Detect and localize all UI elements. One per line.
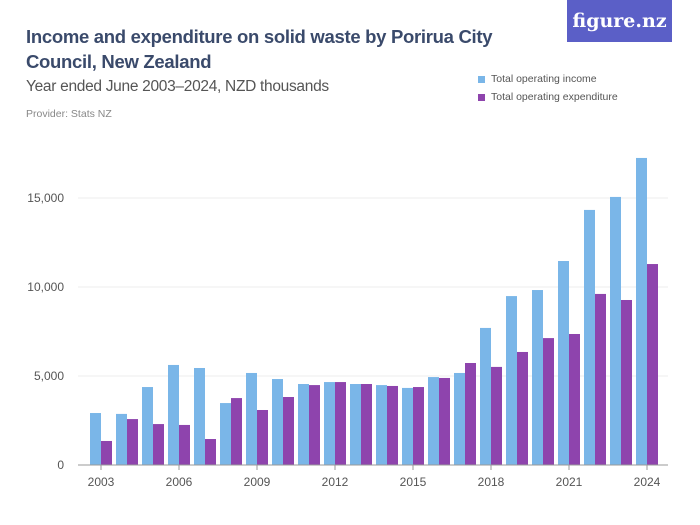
income-bar bbox=[142, 387, 153, 465]
expenditure-bar bbox=[595, 293, 606, 465]
legend-swatch-income bbox=[478, 75, 485, 83]
income-bar bbox=[428, 377, 439, 465]
expenditure-bar bbox=[335, 382, 346, 465]
income-bar bbox=[506, 296, 517, 465]
income-bar bbox=[402, 387, 413, 465]
y-tick-label: 5,000 bbox=[34, 369, 64, 383]
expenditure-bar bbox=[413, 387, 424, 465]
x-tick-label: 2006 bbox=[166, 475, 193, 489]
expenditure-bar bbox=[517, 351, 528, 465]
expenditure-bar bbox=[465, 363, 476, 465]
income-bar bbox=[220, 403, 231, 465]
income-bar bbox=[298, 384, 309, 465]
income-bar bbox=[584, 209, 595, 465]
income-bar bbox=[324, 382, 335, 465]
legend-label-expenditure: Total operating expenditure bbox=[491, 91, 618, 103]
expenditure-bar bbox=[569, 333, 580, 465]
income-bar bbox=[636, 157, 647, 465]
expenditure-bar bbox=[647, 264, 658, 465]
chart-subtitle: Year ended June 2003–2024, NZD thousands bbox=[26, 78, 329, 95]
legend-item-expenditure: Total operating expenditure bbox=[478, 91, 618, 103]
expenditure-bar bbox=[231, 398, 242, 465]
x-tick-label: 2012 bbox=[322, 475, 349, 489]
figure-nz-logo[interactable]: figure.nz bbox=[567, 0, 672, 42]
expenditure-bar bbox=[257, 409, 268, 465]
expenditure-bar bbox=[361, 384, 372, 465]
income-bar bbox=[532, 290, 543, 465]
legend-swatch-expenditure bbox=[478, 93, 485, 101]
x-tick-label: 2021 bbox=[556, 475, 583, 489]
income-bar bbox=[168, 364, 179, 465]
x-tick-label: 2024 bbox=[634, 475, 661, 489]
expenditure-bar bbox=[205, 439, 216, 465]
chart-title: Income and expenditure on solid waste by… bbox=[26, 26, 493, 72]
x-tick-label: 2009 bbox=[244, 475, 271, 489]
y-tick-label: 0 bbox=[57, 458, 64, 472]
x-tick-label: 2015 bbox=[400, 475, 427, 489]
expenditure-bar bbox=[621, 299, 632, 465]
x-tick-label: 2018 bbox=[478, 475, 505, 489]
income-bar bbox=[350, 384, 361, 465]
expenditure-bar bbox=[543, 338, 554, 465]
legend-item-income: Total operating income bbox=[478, 73, 618, 85]
y-tick-label: 15,000 bbox=[27, 191, 64, 205]
income-bar bbox=[272, 379, 283, 465]
income-bar bbox=[558, 261, 569, 465]
x-tick-label: 2003 bbox=[88, 475, 115, 489]
expenditure-bar bbox=[179, 424, 190, 465]
legend: Total operating income Total operating e… bbox=[478, 73, 618, 109]
expenditure-bar bbox=[387, 385, 398, 465]
income-bar bbox=[116, 413, 127, 465]
expenditure-bar bbox=[101, 440, 112, 465]
expenditure-bar bbox=[439, 377, 450, 465]
provider-label: Provider: Stats NZ bbox=[26, 108, 112, 120]
income-bar bbox=[194, 367, 205, 465]
income-bar bbox=[480, 327, 491, 465]
income-bar bbox=[376, 385, 387, 465]
y-tick-label: 10,000 bbox=[27, 280, 64, 294]
income-bar bbox=[90, 413, 101, 465]
income-bar bbox=[610, 196, 621, 465]
income-bar bbox=[246, 372, 257, 465]
expenditure-bar bbox=[153, 424, 164, 465]
expenditure-bar bbox=[127, 419, 138, 465]
legend-label-income: Total operating income bbox=[491, 73, 597, 85]
expenditure-bar bbox=[283, 397, 294, 465]
expenditure-bar bbox=[491, 366, 502, 465]
expenditure-bar bbox=[309, 385, 320, 465]
income-bar bbox=[454, 372, 465, 465]
